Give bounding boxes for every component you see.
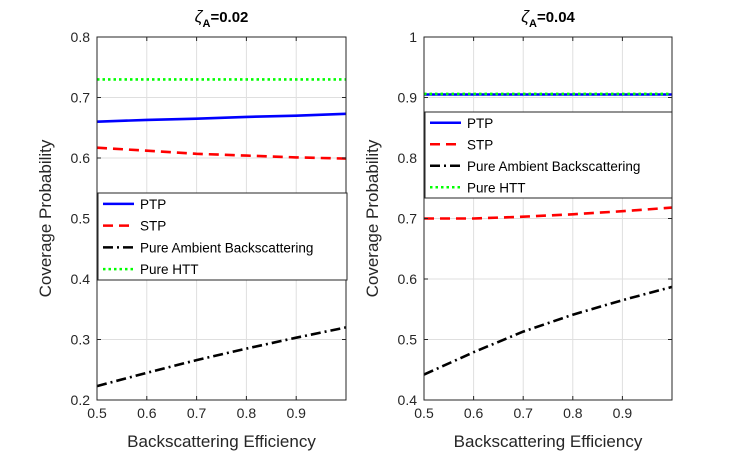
- y-tick-label: 0.6: [71, 150, 91, 166]
- y-axis-label: Coverage Probability: [363, 139, 382, 297]
- x-axis-label: Backscattering Efficiency: [127, 432, 316, 451]
- x-tick-label: 0.5: [87, 405, 107, 421]
- y-tick-label: 0.5: [398, 332, 418, 348]
- legend-box: [424, 111, 673, 199]
- legend-label: STP: [140, 219, 166, 234]
- x-tick-label: 0.5: [414, 405, 434, 421]
- y-tick-label: 0.6: [398, 271, 418, 287]
- x-axis-label: Backscattering Efficiency: [454, 432, 643, 451]
- legend: PTP STP Pure Ambient Backscattering Pure HT…: [97, 192, 348, 281]
- series-line-stp: [424, 206, 673, 220]
- y-tick-label: 0.7: [71, 90, 91, 106]
- y-tick-label: 0.5: [71, 211, 91, 227]
- x-tick-label: 0.7: [187, 405, 207, 421]
- legend: PTP STP Pure Ambient Backscattering Pure HT…: [424, 111, 673, 199]
- series-line-pure-ambient-backscattering: [96, 326, 347, 388]
- y-tick-label: 0.4: [71, 271, 91, 287]
- y-tick-label: 0.4: [398, 392, 418, 408]
- x-tick-label: 0.8: [563, 405, 583, 421]
- legend-box: [97, 192, 348, 281]
- series-line-pure-ambient-backscattering: [423, 285, 673, 376]
- series-line-stp: [96, 146, 347, 160]
- x-tick-label: 0.9: [613, 405, 633, 421]
- x-tick-label: 0.8: [237, 405, 257, 421]
- y-tick-label: 0.8: [71, 29, 91, 45]
- legend-label: Pure HTT: [140, 262, 199, 277]
- x-tick-label: 0.6: [464, 405, 484, 421]
- legend-label: PTP: [140, 197, 166, 212]
- series-line-ptp: [96, 112, 347, 123]
- y-tick-label: 0.8: [398, 150, 418, 166]
- legend-label: Pure Ambient Backscattering: [140, 240, 313, 255]
- chart-1: 0.5 0.6 0.7 0.8 0.9 0.2 0.3 0.4 0.5 0.6 0.7 0.8 Back…: [36, 7, 348, 451]
- y-axis-label: Coverage Probability: [36, 139, 55, 297]
- chart-2: 0.5 0.6 0.7 0.8 0.90.40.50.60.70.80.91Backsc…: [363, 7, 673, 451]
- y-tick-label: 0.2: [71, 392, 91, 408]
- y-tick-label: 0.3: [71, 332, 91, 348]
- x-tick-label: 0.7: [513, 405, 533, 421]
- y-tick-label: 1: [409, 29, 417, 45]
- legend-label: STP: [467, 137, 493, 152]
- legend-label: Pure HTT: [467, 180, 526, 195]
- x-tick-label: 0.9: [286, 405, 306, 421]
- y-tick-label: 0.7: [398, 211, 418, 227]
- y-tick-label: 0.9: [398, 90, 418, 106]
- legend-label: PTP: [467, 116, 493, 131]
- legend-label: Pure Ambient Backscattering: [467, 159, 640, 174]
- chart-title: ζA=0.04: [521, 7, 575, 30]
- chart-title: ζA=0.02: [195, 7, 249, 30]
- x-tick-label: 0.6: [137, 405, 157, 421]
